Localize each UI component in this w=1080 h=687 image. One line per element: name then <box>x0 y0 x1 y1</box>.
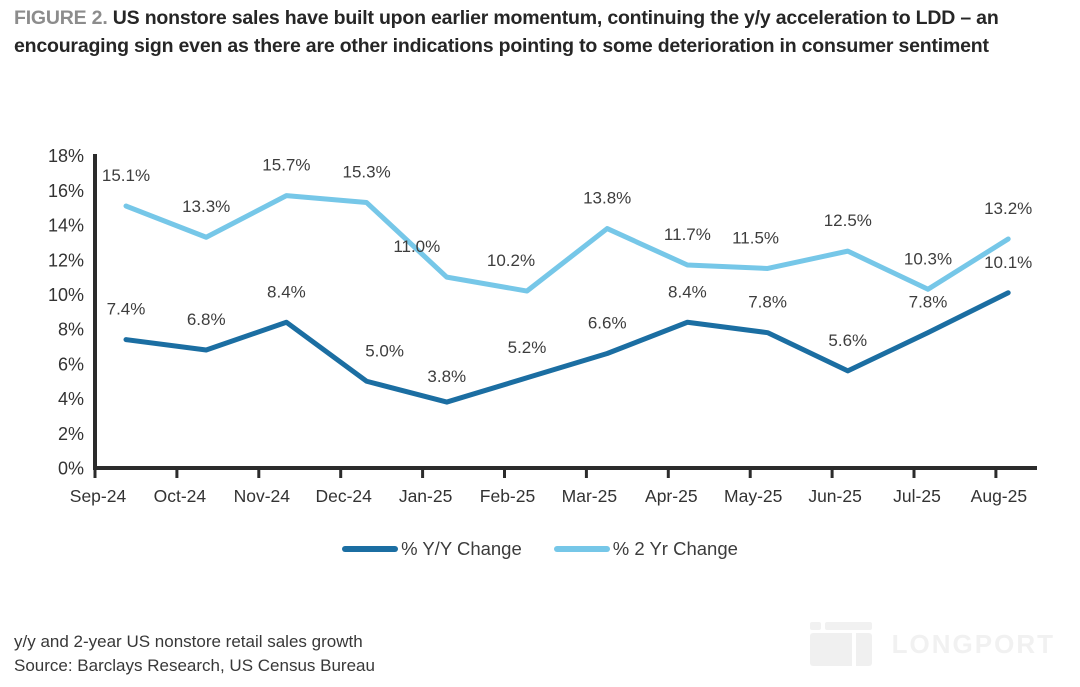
x-tick-label: Aug-25 <box>971 486 1027 506</box>
chart-caption: y/y and 2-year US nonstore retail sales … <box>14 632 363 651</box>
y-tick-label: 10% <box>48 285 84 305</box>
source-line: Source: Barclays Research, US Census Bur… <box>14 655 375 675</box>
data-label: 3.8% <box>427 367 466 386</box>
x-tick-label: May-25 <box>724 486 782 506</box>
y-tick-label: 8% <box>58 320 84 340</box>
y-tick-label: 4% <box>58 389 84 409</box>
legend: % Y/Y Change % 2 Yr Change <box>0 538 1080 560</box>
series-line-0 <box>123 290 1011 405</box>
figure-title-text: US nonstore sales have built upon earlie… <box>14 7 999 57</box>
x-tick-label: Jan-25 <box>399 486 453 506</box>
longport-logo-icon <box>809 622 874 666</box>
x-tick-label: Jun-25 <box>808 486 862 506</box>
y-tick-label: 14% <box>48 216 84 236</box>
x-tick-label: Oct-24 <box>154 486 207 506</box>
data-label: 15.1% <box>102 166 150 185</box>
y-tick-label: 0% <box>58 459 84 479</box>
longport-watermark: LONGPORT <box>809 622 1055 666</box>
footer: y/y and 2-year US nonstore retail sales … <box>14 630 375 677</box>
figure-title: FIGURE 2. US nonstore sales have built u… <box>14 4 1068 60</box>
data-label: 5.6% <box>828 331 867 350</box>
line-chart: 0% 2% 4% 6% 8% 10% 12% 14% 16% 18% Sep-24 Oct-24 Nov… <box>48 146 1037 506</box>
data-label: 11.7% <box>664 225 711 244</box>
legend-swatch <box>342 546 399 552</box>
logo-shape <box>809 622 821 630</box>
legend-item-0: % Y/Y Change <box>342 538 522 560</box>
data-label: 6.6% <box>588 313 627 332</box>
legend-label: % Y/Y Change <box>401 538 522 559</box>
data-label: 8.4% <box>267 282 306 301</box>
data-label: 15.7% <box>262 156 310 175</box>
x-tick-label: Apr-25 <box>645 486 698 506</box>
x-tick-label: Feb-25 <box>480 486 535 506</box>
data-label: 10.3% <box>904 249 952 268</box>
legend-label: % 2 Yr Change <box>612 538 738 559</box>
x-tick-label: Nov-24 <box>234 486 291 506</box>
data-label: 15.3% <box>342 163 390 182</box>
figure-title-prefix: FIGURE 2. <box>14 7 108 29</box>
logo-shape <box>851 633 856 666</box>
y-tick-label: 6% <box>58 354 84 374</box>
data-label: 5.0% <box>365 341 404 360</box>
logo-shape <box>809 633 872 666</box>
data-label: 8.4% <box>668 282 707 301</box>
x-tick-label: Sep-24 <box>70 486 127 506</box>
data-label: 12.5% <box>824 211 872 230</box>
data-label: 7.8% <box>909 293 948 312</box>
data-label: 6.8% <box>187 310 226 329</box>
y-tick-label: 18% <box>48 146 84 166</box>
y-tick-label: 12% <box>48 250 84 270</box>
data-label: 11.0% <box>393 237 440 256</box>
data-label: 10.1% <box>984 253 1032 272</box>
legend-item-1: % 2 Yr Change <box>553 538 738 560</box>
data-label: 13.3% <box>182 197 230 216</box>
x-tick-label: Mar-25 <box>562 486 617 506</box>
legend-swatch <box>553 546 610 552</box>
y-tick-label: 16% <box>48 181 84 201</box>
data-label: 7.4% <box>107 300 146 319</box>
logo-shape <box>824 622 872 630</box>
data-label: 13.2% <box>984 199 1032 218</box>
data-label: 7.8% <box>748 293 787 312</box>
data-label: 11.5% <box>732 228 779 247</box>
series-line-1 <box>123 193 1011 294</box>
x-tick-label: Jul-25 <box>893 486 941 506</box>
x-tick-label: Dec-24 <box>315 486 372 506</box>
longport-logo-text: LONGPORT <box>891 628 1055 659</box>
data-label: 5.2% <box>508 338 547 357</box>
data-label: 10.2% <box>487 251 535 270</box>
data-label: 13.8% <box>583 189 631 208</box>
y-tick-label: 2% <box>58 424 84 444</box>
